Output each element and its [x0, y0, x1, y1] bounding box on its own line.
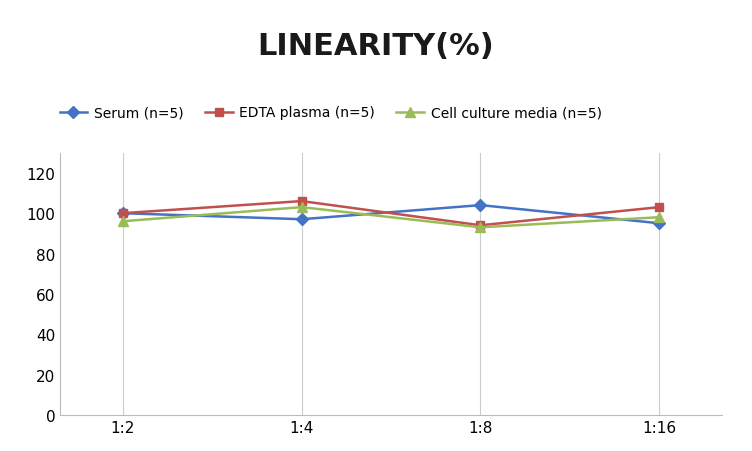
- Serum (n=5): [655, 221, 664, 226]
- Legend: Serum (n=5), EDTA plasma (n=5), Cell culture media (n=5): Serum (n=5), EDTA plasma (n=5), Cell cul…: [59, 106, 602, 120]
- Cell culture media (n=5): [476, 225, 485, 230]
- Line: Serum (n=5): Serum (n=5): [119, 202, 663, 228]
- EDTA plasma (n=5): [297, 199, 306, 204]
- Serum (n=5): [476, 203, 485, 208]
- EDTA plasma (n=5): [476, 223, 485, 229]
- EDTA plasma (n=5): [655, 205, 664, 210]
- Cell culture media (n=5): [655, 215, 664, 221]
- Line: Cell culture media (n=5): Cell culture media (n=5): [118, 203, 664, 233]
- Line: EDTA plasma (n=5): EDTA plasma (n=5): [119, 198, 663, 230]
- Cell culture media (n=5): [118, 219, 127, 225]
- Serum (n=5): [118, 211, 127, 216]
- Cell culture media (n=5): [297, 205, 306, 210]
- Text: LINEARITY(%): LINEARITY(%): [258, 32, 494, 60]
- Serum (n=5): [297, 217, 306, 222]
- EDTA plasma (n=5): [118, 211, 127, 216]
